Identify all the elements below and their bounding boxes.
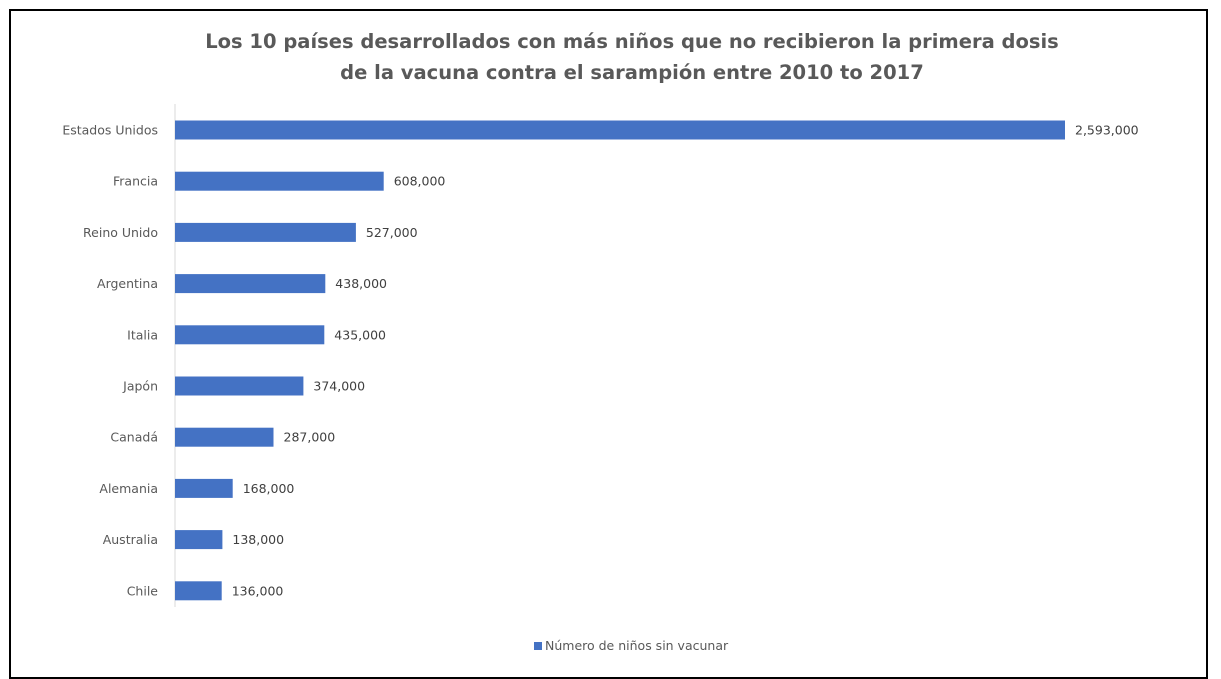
bar-0 [175, 120, 1065, 140]
bar-7 [175, 478, 233, 498]
chart-title-line-2: de la vacuna contra el sarampión entre 2… [340, 61, 924, 84]
category-label-9: Chile [127, 583, 159, 598]
value-labels-group: 2,593,000 608,000 527,000 438,000 435,000 374… [232, 123, 1139, 599]
category-label-5: Japón [122, 379, 158, 394]
category-label-0: Estados Unidos [62, 123, 158, 138]
value-label-1: 608,000 [394, 174, 446, 189]
category-label-3: Argentina [97, 276, 158, 291]
legend: Número de niños sin vacunar [534, 638, 729, 653]
value-label-7: 168,000 [243, 481, 295, 496]
bars-group [175, 120, 1065, 601]
value-label-8: 138,000 [232, 532, 284, 547]
category-label-6: Canadá [110, 430, 158, 445]
value-label-9: 136,000 [232, 583, 284, 598]
legend-label: Número de niños sin vacunar [545, 638, 729, 653]
bar-3 [175, 274, 326, 294]
value-label-3: 438,000 [335, 276, 387, 291]
value-label-4: 435,000 [334, 327, 386, 342]
bar-2 [175, 222, 356, 242]
category-label-1: Francia [113, 174, 158, 189]
value-label-0: 2,593,000 [1075, 123, 1139, 138]
legend-swatch [534, 642, 542, 650]
bar-9 [175, 581, 222, 601]
bar-4 [175, 325, 325, 345]
category-label-8: Australia [103, 532, 158, 547]
category-label-2: Reino Unido [83, 225, 158, 240]
bar-6 [175, 427, 274, 447]
category-label-4: Italia [127, 327, 158, 342]
bar-8 [175, 530, 223, 550]
value-label-5: 374,000 [313, 379, 365, 394]
chart-title-line-1: Los 10 países desarrollados con más niño… [205, 30, 1059, 53]
bar-5 [175, 376, 304, 396]
category-label-7: Alemania [99, 481, 158, 496]
bar-1 [175, 171, 384, 191]
category-labels-group: Estados Unidos Francia Reino Unido Argentin… [62, 123, 158, 599]
value-label-6: 287,000 [284, 430, 336, 445]
value-label-2: 527,000 [366, 225, 418, 240]
